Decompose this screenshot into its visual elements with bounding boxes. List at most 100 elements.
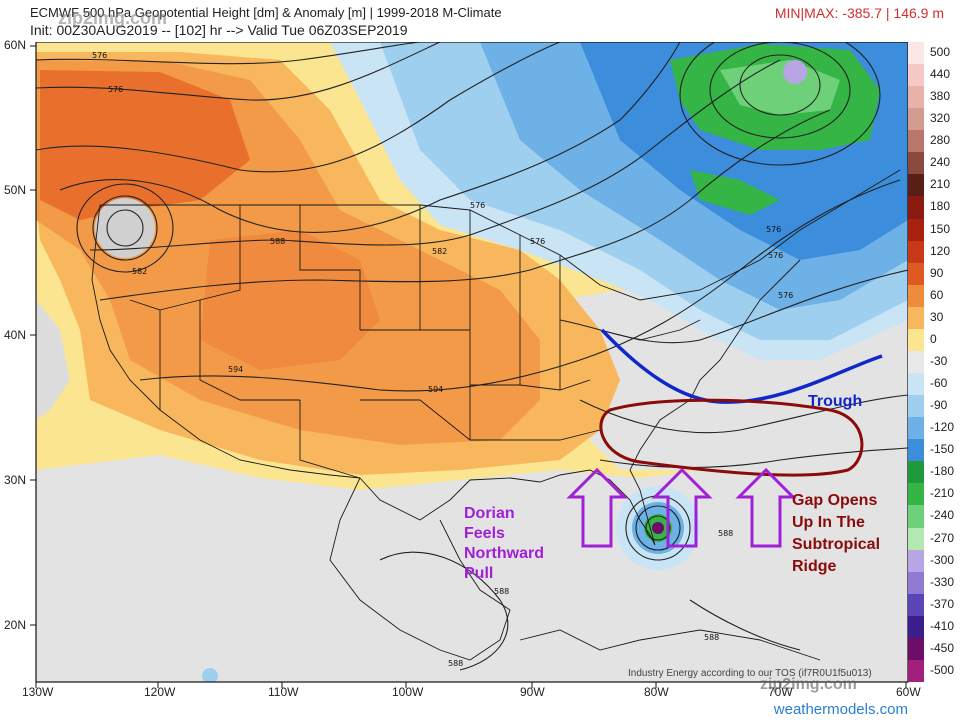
colorbar-swatch <box>908 527 924 550</box>
colorbar-label: -120 <box>930 420 955 435</box>
northward-arrows <box>566 467 797 548</box>
dorian-label: Dorian Feels Northward Pull <box>464 505 544 582</box>
colorbar-entry: -60 <box>908 373 960 396</box>
lon-label: 70W <box>768 685 793 699</box>
colorbar-entry: -370 <box>908 593 960 616</box>
contour-label: 576 <box>530 237 545 246</box>
colorbar-label: -370 <box>930 596 955 611</box>
colorbar-entry: -300 <box>908 549 960 572</box>
colorbar-label: 60 <box>930 287 944 302</box>
colorbar-swatch <box>908 152 924 175</box>
contour-label: 588 <box>270 237 285 246</box>
colorbar-entry: -180 <box>908 461 960 484</box>
trough-line <box>600 328 883 404</box>
colorbar-entry: 280 <box>908 130 960 153</box>
contour-label: 576 <box>470 201 485 210</box>
colorbar-entry: -240 <box>908 505 960 528</box>
contour-label: 588 <box>448 659 463 668</box>
colorbar-swatch <box>908 64 924 87</box>
colorbar-entry: -330 <box>908 571 960 594</box>
colorbar-label: -150 <box>930 442 955 457</box>
map-subtitle: Init: 00Z30AUG2019 -- [102] hr --> Valid… <box>30 22 408 38</box>
colorbar-entry: 440 <box>908 64 960 87</box>
colorbar-swatch <box>908 218 924 241</box>
colorbar-swatch <box>908 328 924 351</box>
colorbar-label: 120 <box>930 243 951 258</box>
tos-notice: Industry Energy according to our TOS (if… <box>628 668 872 679</box>
colorbar-label: 380 <box>930 89 951 104</box>
colorbar-swatch <box>908 549 924 572</box>
map-title: ECMWF 500 hPa Geopotential Height [dm] &… <box>30 5 502 20</box>
colorbar-entry: 500 <box>908 42 960 65</box>
colorbar-label: 280 <box>930 133 951 148</box>
watermark-footer: zip2img.com <box>760 676 857 693</box>
colorbar-entry: -410 <box>908 615 960 638</box>
colorbar-label: -30 <box>930 353 948 368</box>
colorbar-entry: 320 <box>908 108 960 131</box>
colorbar-entry: 90 <box>908 262 960 285</box>
gap-label: Gap Opens Up In The Subtropical Ridge <box>792 492 881 575</box>
lon-label: 90W <box>520 685 545 699</box>
contour-label: 594 <box>228 365 243 374</box>
contour-label: 576 <box>92 51 107 60</box>
colorbar-entry: 180 <box>908 196 960 219</box>
lat-label: 40N <box>4 328 27 342</box>
colorbar-swatch <box>908 373 924 396</box>
colorbar-label: -90 <box>930 398 948 413</box>
contour-label: 588 <box>704 633 719 642</box>
north-arrow-2 <box>651 467 713 548</box>
colorbar-entry: -120 <box>908 417 960 440</box>
colorbar-label: -270 <box>930 530 955 545</box>
colorbar-label: 150 <box>930 221 951 236</box>
lon-label: 60W <box>896 685 921 699</box>
lat-label: 20N <box>4 618 27 632</box>
colorbar-entry: -450 <box>908 637 960 660</box>
colorbar-swatch <box>908 42 924 65</box>
colorbar-entry: 380 <box>908 86 960 109</box>
min-max-readout: MIN|MAX: -385.7 | 146.9 m <box>774 5 944 21</box>
colorbar-swatch <box>908 615 924 638</box>
colorbar-label: -500 <box>930 662 955 677</box>
contour-label: 582 <box>132 267 147 276</box>
lon-label: 100W <box>392 685 424 699</box>
colorbar-label: 440 <box>930 67 951 82</box>
lat-label: 60N <box>4 38 27 52</box>
colorbar-label: 90 <box>930 265 944 280</box>
colorbar-swatch <box>908 439 924 462</box>
ridge-gap-outline <box>599 398 864 477</box>
colorbar-swatch <box>908 571 924 594</box>
colorbar-swatch <box>908 86 924 109</box>
colorbar-entry: 0 <box>908 328 960 351</box>
colorbar-label: 240 <box>930 155 951 170</box>
contour-label: 576 <box>768 251 783 260</box>
colorbar: 500 440 380 320 280 240 210 180 150 120 90 60 30 0 -30… <box>908 42 960 682</box>
contour-label: 576 <box>778 291 793 300</box>
colorbar-swatch <box>908 284 924 307</box>
watermark: zip2img.com <box>58 8 168 28</box>
colorbar-label: 320 <box>930 111 951 126</box>
colorbar-label: 500 <box>930 45 951 59</box>
lon-label: 80W <box>644 685 669 699</box>
contour-label: 594 <box>428 385 443 394</box>
colorbar-swatch <box>908 130 924 153</box>
lon-label: 130W <box>22 685 54 699</box>
colorbar-entry: -90 <box>908 395 960 418</box>
brand-link[interactable]: weathermodels.com <box>773 701 908 718</box>
axis-ticks <box>30 45 907 688</box>
colorbar-label: -330 <box>930 574 955 589</box>
colorbar-entry: -30 <box>908 350 960 374</box>
trough-label: Trough <box>808 393 863 410</box>
colorbar-entry: 240 <box>908 152 960 175</box>
colorbar-swatch <box>908 196 924 219</box>
colorbar-entry: 150 <box>908 218 960 241</box>
colorbar-label: -210 <box>930 486 955 501</box>
contour-label: 588 <box>494 587 509 596</box>
colorbar-entry: 210 <box>908 174 960 197</box>
contour-label: 588 <box>718 529 733 538</box>
colorbar-swatch <box>908 637 924 660</box>
north-arrow-1 <box>566 467 628 548</box>
lat-label: 30N <box>4 473 27 487</box>
contour-labels: 576 576 582 588 582 576 594 594 588 588 … <box>92 51 793 668</box>
lon-label: 120W <box>144 685 176 699</box>
